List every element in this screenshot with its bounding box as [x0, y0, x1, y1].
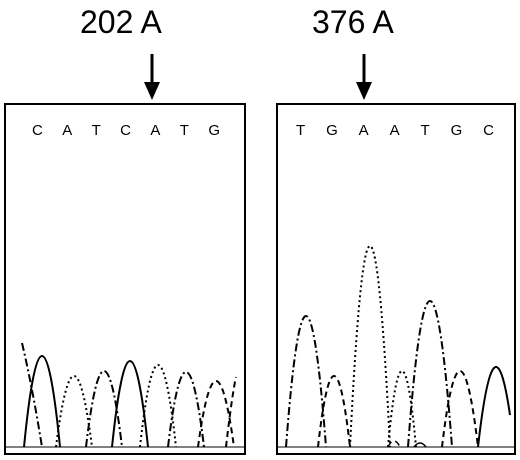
left-base-5: A — [150, 122, 161, 139]
right-peak-t2 — [407, 300, 453, 448]
right-base-4: A — [389, 122, 400, 139]
left-variant-label: 202 A — [80, 4, 162, 40]
right-base-7: C — [483, 122, 494, 139]
left-peak-c2 — [111, 360, 149, 448]
left-chromatogram-panel: C A T C A T G — [4, 103, 246, 455]
left-arrow-icon — [144, 54, 160, 100]
right-peak-g2 — [441, 370, 479, 448]
left-peak-g1 — [197, 380, 235, 448]
left-sequence: C A T C A T G — [32, 123, 220, 138]
right-sequence: T G A A T G C — [296, 123, 494, 138]
right-base-2: G — [326, 122, 338, 139]
left-base-2: A — [62, 122, 73, 139]
left-peak-c1 — [23, 355, 61, 448]
left-base-4: C — [120, 122, 131, 139]
left-peak-t2 — [167, 371, 205, 448]
right-bump-2 — [413, 442, 427, 448]
right-chromatogram-panel: T G A A T G C — [276, 103, 516, 455]
left-peak-a2 — [139, 364, 177, 448]
right-arrow-icon — [356, 54, 372, 100]
right-variant-label: 376 A — [312, 4, 394, 40]
left-trace-plot — [6, 342, 244, 448]
right-base-5: T — [420, 122, 430, 139]
right-peak-c1 — [477, 366, 511, 448]
right-bump-1 — [387, 440, 401, 448]
left-peak-a1 — [55, 375, 93, 448]
left-base-7: G — [208, 122, 220, 139]
left-edge-right — [225, 376, 237, 448]
left-peak-t1 — [85, 370, 123, 448]
left-base-6: T — [179, 122, 189, 139]
right-peak-t1 — [285, 315, 327, 448]
left-base-1: C — [32, 122, 43, 139]
right-base-3: A — [358, 122, 369, 139]
right-peak-g1 — [317, 375, 351, 448]
right-base-1: T — [296, 122, 306, 139]
right-base-6: G — [450, 122, 463, 139]
right-trace-plot — [278, 245, 514, 448]
left-edge-left — [21, 342, 43, 448]
right-peak-a1 — [349, 245, 391, 448]
left-base-3: T — [91, 122, 101, 139]
